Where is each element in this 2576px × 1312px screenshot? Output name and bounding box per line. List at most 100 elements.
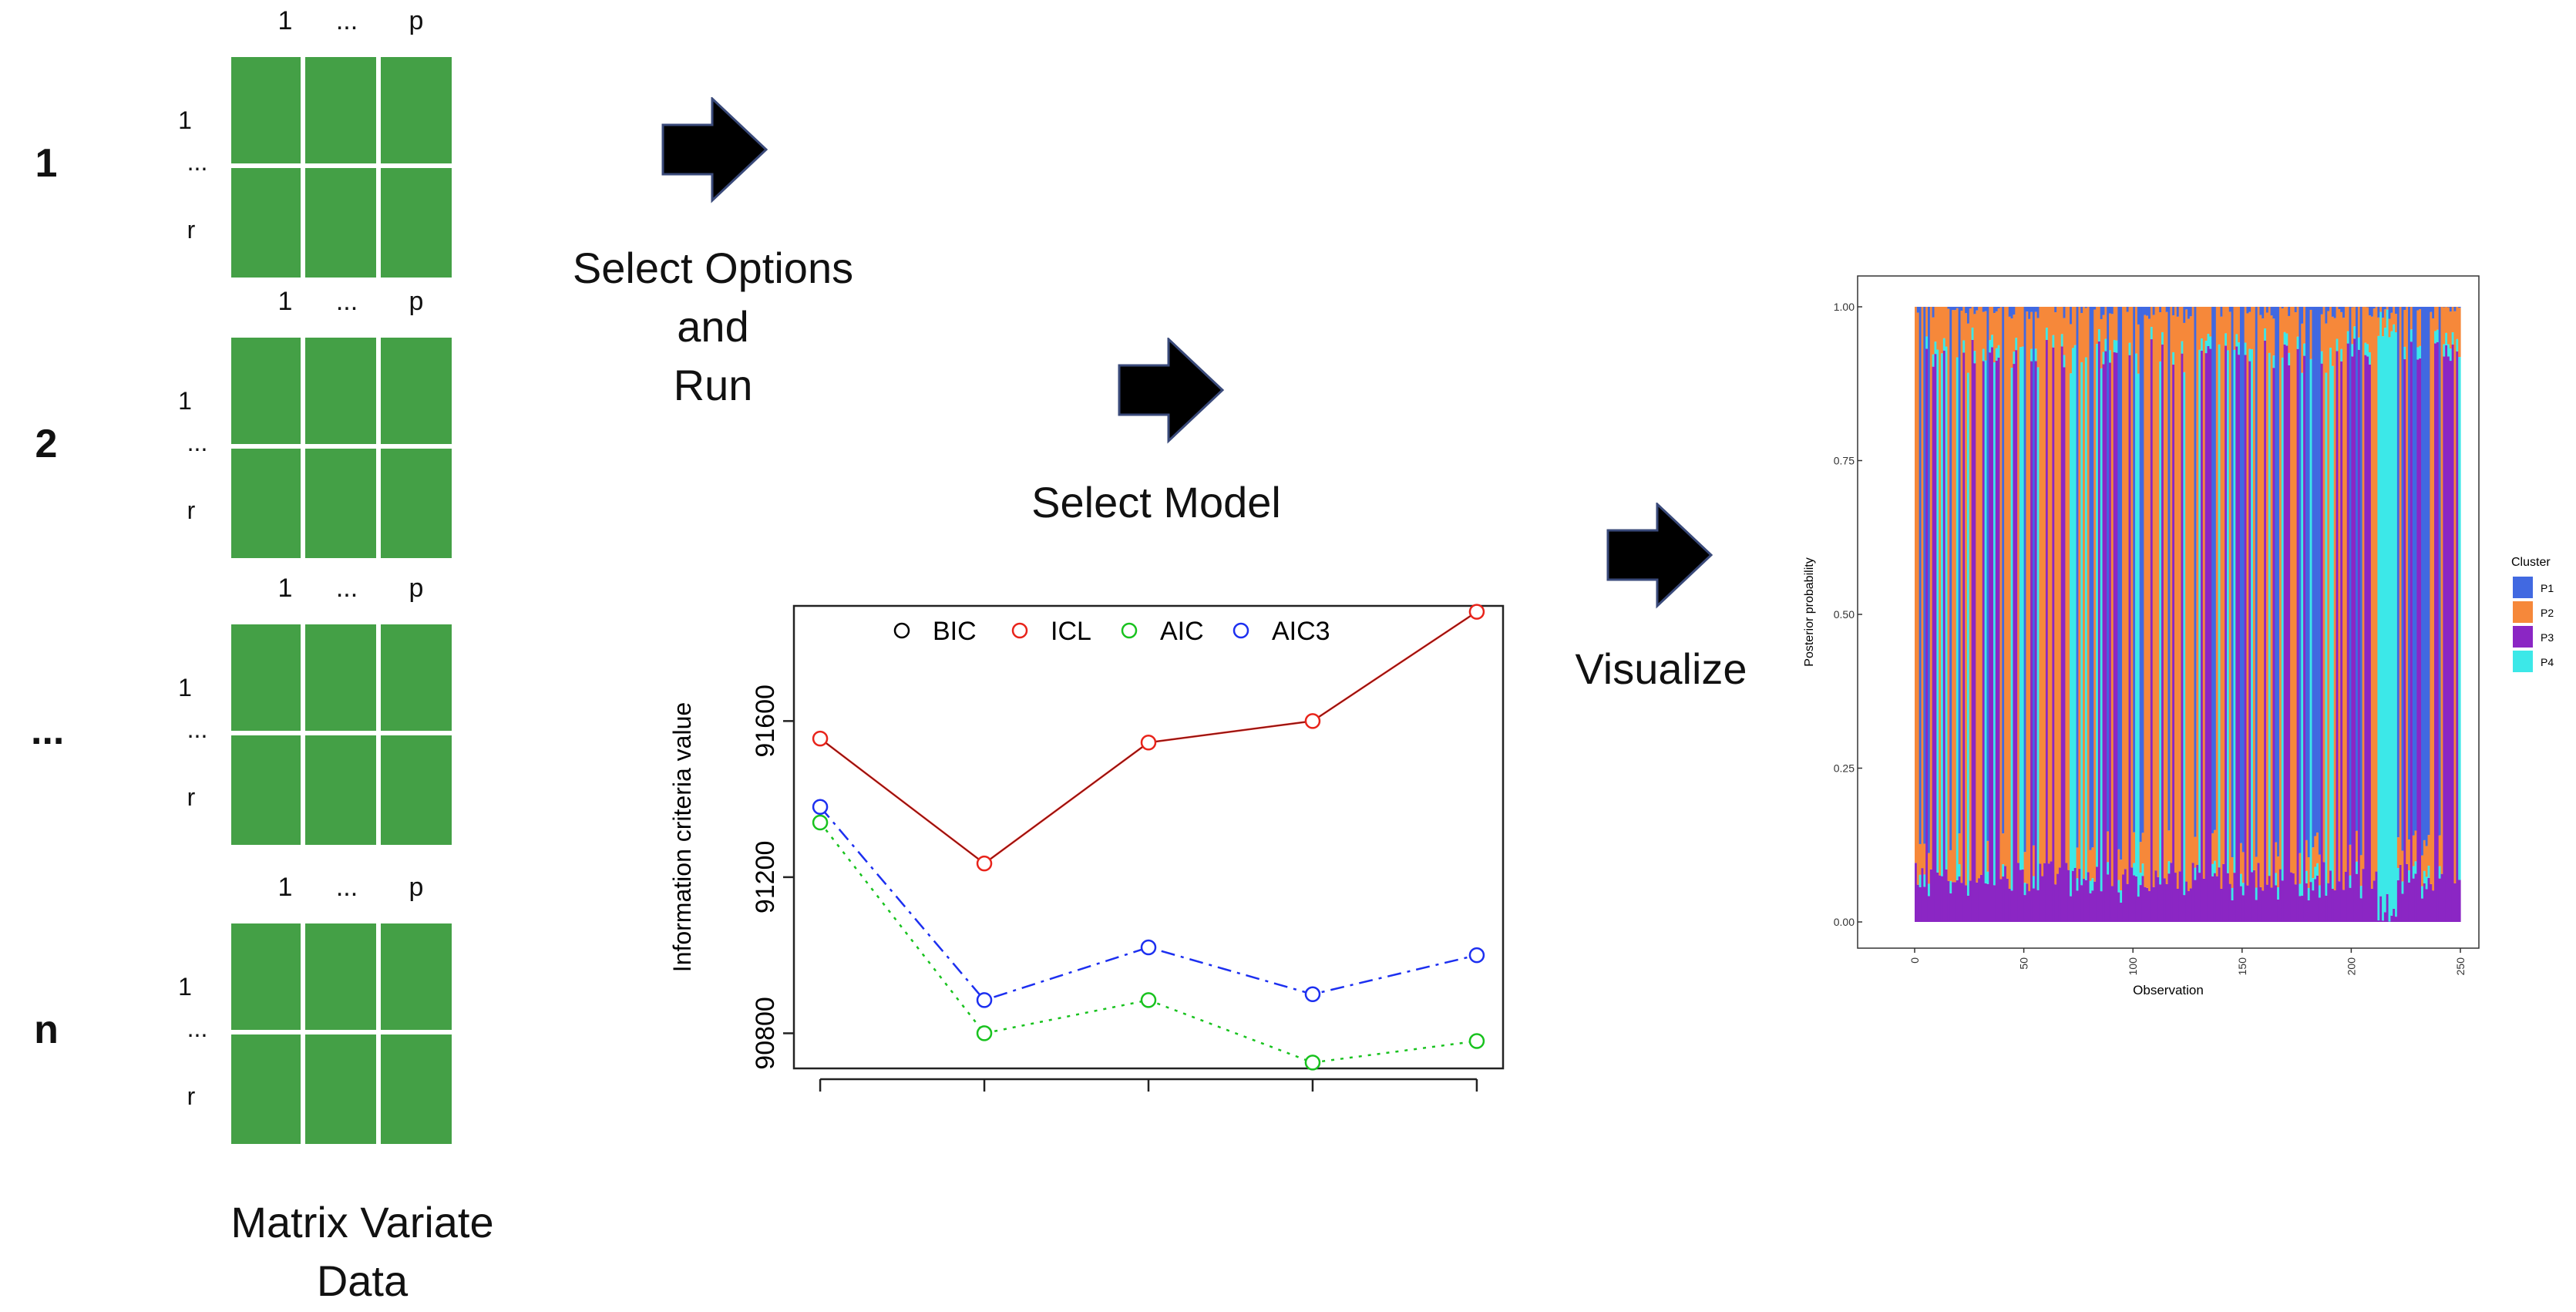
posterior-bar-segment — [2329, 870, 2332, 922]
posterior-bar-segment — [2093, 307, 2097, 310]
posterior-bar-segment — [2146, 887, 2149, 922]
posterior-bar-segment — [2117, 880, 2120, 893]
posterior-bar-segment — [2141, 876, 2144, 922]
posterior-bar-segment — [2447, 344, 2450, 357]
posterior-bar-segment — [2356, 861, 2359, 874]
posterior-bar-segment — [2071, 870, 2075, 922]
posterior-bar-segment — [1986, 840, 1989, 872]
posterior-bar-segment — [2427, 866, 2430, 878]
posterior-bar-segment — [2370, 888, 2374, 922]
posterior-bar-segment — [2288, 365, 2291, 922]
posterior-bar-segment — [2272, 318, 2275, 356]
posterior-bar-segment — [2181, 307, 2184, 341]
posterior-bar-segment — [2110, 886, 2114, 922]
legend-label-aic3: AIC3 — [1272, 617, 1330, 646]
posterior-bar-segment — [2093, 309, 2097, 882]
posterior-bar-segment — [2377, 307, 2380, 318]
posterior-bar-segment — [2150, 327, 2154, 340]
posterior-bar-segment — [2401, 850, 2404, 882]
posterior-bar-segment — [2091, 878, 2094, 891]
posterior-bar-segment — [1958, 876, 1962, 922]
posterior-bar-segment — [2150, 307, 2154, 328]
posterior-bar-segment — [2412, 866, 2416, 879]
posterior-bar-segment — [2150, 339, 2154, 922]
posterior-bar-segment — [2222, 863, 2225, 922]
posterior-bar-segment — [2344, 307, 2348, 872]
posterior-bar-segment — [2241, 307, 2245, 853]
posterior-bar-segment — [2451, 345, 2455, 922]
posterior-bar-segment — [2318, 885, 2322, 898]
posterior-bar-segment — [2383, 309, 2387, 328]
posterior-bar-segment — [2144, 886, 2147, 922]
posterior-bar-segment — [2325, 323, 2328, 373]
posterior-bar-segment — [2157, 307, 2160, 877]
posterior-bar-segment — [2377, 335, 2380, 920]
posterior-bar-segment — [1976, 310, 1979, 883]
posterior-bar-segment — [1919, 843, 1922, 875]
plot-frame — [792, 604, 1505, 1070]
posterior-bar-segment — [2425, 307, 2429, 846]
observation-label: 2 — [35, 422, 58, 466]
posterior-bar-segment — [2073, 345, 2077, 869]
y-axis-label: Posterior probability — [1803, 557, 1816, 666]
posterior-bar-segment — [2379, 307, 2383, 312]
posterior-bar-segment — [2278, 307, 2282, 870]
posterior-bar-segment — [2052, 307, 2055, 335]
posterior-bar-segment — [2030, 361, 2033, 922]
posterior-bar-segment — [2359, 307, 2363, 856]
posterior-bar-segment — [2382, 307, 2385, 318]
posterior-bar-segment — [2172, 315, 2175, 352]
posterior-bar-segment — [1995, 360, 1999, 922]
posterior-bar-segment — [2054, 307, 2057, 313]
posterior-bar-segment — [2325, 307, 2328, 324]
posterior-bar-segment — [2312, 878, 2315, 891]
posterior-bar-segment — [2096, 307, 2099, 345]
posterior-bar-segment — [2458, 357, 2461, 880]
posterior-bar-segment — [2181, 341, 2184, 354]
data-point-aic3 — [1468, 947, 1485, 964]
data-point-icl — [812, 730, 829, 747]
posterior-bar-segment — [2235, 346, 2238, 922]
y-tick-label: 91600 — [751, 685, 780, 758]
posterior-bar-segment — [1962, 340, 1966, 353]
posterior-bar-segment — [2421, 307, 2424, 856]
data-point-aic — [1304, 1055, 1321, 1071]
posterior-bar-segment — [2290, 307, 2293, 873]
column-index: p — [409, 287, 424, 316]
posterior-bar-segment — [2283, 344, 2287, 922]
posterior-bar-segment — [2383, 328, 2387, 913]
posterior-bar-segment — [2277, 899, 2280, 922]
posterior-bar-segment — [1995, 348, 1999, 361]
posterior-bar-segment — [2235, 307, 2238, 335]
posterior-bar-segment — [2294, 312, 2298, 885]
posterior-bar-segment — [2265, 884, 2269, 922]
posterior-bar-segment — [1947, 308, 1950, 881]
posterior-bar-segment — [2370, 307, 2374, 317]
posterior-bar-segment — [2013, 315, 2016, 352]
posterior-bar-segment — [2188, 890, 2191, 922]
posterior-bar-segment — [2174, 873, 2177, 922]
posterior-bar-segment — [2161, 344, 2164, 922]
posterior-bar-segment — [2196, 307, 2199, 865]
posterior-bar-segment — [2215, 876, 2219, 922]
posterior-bar-segment — [2102, 352, 2105, 365]
column-index: ... — [335, 574, 358, 603]
posterior-bar-segment — [1921, 307, 1924, 869]
posterior-bar-segment — [1953, 310, 1957, 883]
posterior-bar-segment — [2231, 857, 2235, 888]
posterior-bar-segment — [2366, 344, 2369, 357]
posterior-bar-segment — [1949, 893, 1952, 922]
posterior-bar-segment — [2438, 835, 2442, 866]
posterior-bar-segment — [2159, 361, 2162, 885]
posterior-bar-segment — [2063, 307, 2067, 318]
matrix-grid — [231, 624, 452, 845]
posterior-bar-segment — [1997, 345, 2001, 358]
posterior-bar-segment — [2139, 842, 2143, 873]
posterior-bar-segment — [2325, 895, 2328, 922]
posterior-bar-segment — [2390, 331, 2393, 916]
posterior-bar-segment — [2165, 311, 2169, 884]
posterior-bar-segment — [2449, 307, 2453, 312]
posterior-bar-segment — [2174, 307, 2177, 873]
posterior-bar-segment — [2346, 343, 2350, 922]
posterior-bar-segment — [2010, 890, 2014, 922]
